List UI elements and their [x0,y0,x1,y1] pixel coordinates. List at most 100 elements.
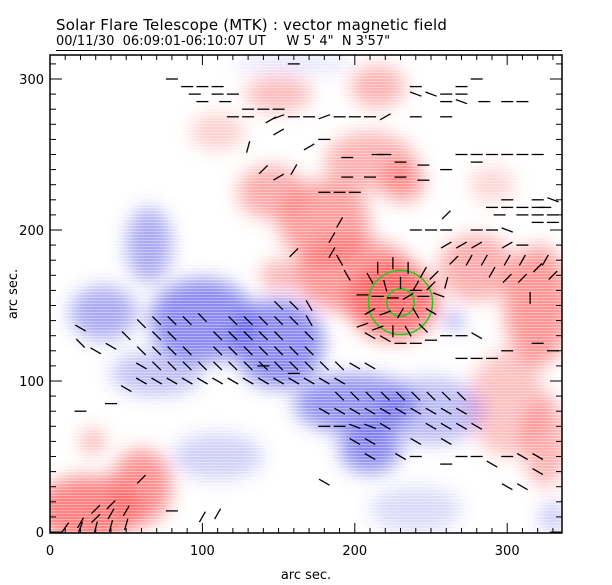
field-vector [471,422,483,430]
field-vector [516,483,528,491]
green-circle-annotation [367,269,434,336]
field-vector [289,300,299,311]
field-vector [503,254,511,266]
field-vector [334,377,346,385]
field-vector [258,164,269,175]
field-vector [455,241,468,249]
field-vector [273,346,284,356]
field-vector [289,315,299,326]
field-vector [440,407,452,415]
field-vector [364,307,376,316]
field-vector [517,273,528,284]
field-vector [455,98,468,105]
field-vector [289,346,299,356]
field-vector [379,335,391,343]
field-vector [350,391,360,401]
field-vector [336,254,344,266]
field-vector [228,361,238,371]
field-vector [181,377,193,385]
field-vector [412,280,420,292]
x-tick-label: 300 [495,544,520,559]
field-vector [258,361,269,371]
field-vector [243,315,253,326]
field-vector [410,407,422,415]
field-vector [303,143,315,151]
field-vector [418,323,429,333]
field-vector [76,517,85,529]
field-vector [380,391,390,401]
field-vector [106,500,116,510]
field-vector [471,241,483,249]
field-vector [334,391,345,401]
field-vector [518,254,526,266]
field-vector [547,197,559,203]
field-vector [167,361,177,371]
field-vector [348,423,361,430]
field-vector [411,391,421,401]
field-vector [379,407,391,415]
field-vector [318,407,330,415]
field-vector [135,377,147,385]
field-vector [228,346,238,356]
field-vector [212,377,224,385]
field-vector [151,315,162,326]
field-vector [136,346,147,356]
field-vector [227,377,239,385]
field-vector [379,310,392,316]
field-vector [319,361,330,371]
field-vector [548,270,558,280]
field-vector [151,361,162,371]
field-vector [364,452,376,461]
field-vector [356,322,369,328]
field-vector [502,273,512,284]
field-vector [273,300,284,311]
field-vector [243,361,253,371]
field-vector [455,422,468,430]
y-tick-label: 300 [19,73,44,88]
field-vector [444,276,449,289]
field-vector [465,254,473,266]
field-vector [432,292,445,298]
field-vector [488,266,496,278]
field-vector [304,346,314,356]
field-vector [305,315,313,327]
field-vector [440,241,452,249]
field-vector [304,331,314,341]
field-vector [532,452,544,461]
field-vector [196,377,208,385]
field-vector [273,315,284,326]
field-vector [258,331,269,341]
field-vector [318,478,330,486]
field-vector [336,216,344,228]
field-vector [91,504,101,515]
field-vector [471,332,483,340]
field-vector [122,505,130,517]
field-vector [425,307,437,316]
field-vector [75,338,86,348]
field-vector [289,361,299,371]
field-vector [334,407,346,415]
field-vector [371,325,384,331]
plot-title: Solar Flare Telescope (MTK) : vector mag… [56,16,448,34]
y-tick-label: 200 [19,224,44,239]
field-vector [343,269,351,281]
field-vector [182,361,192,371]
field-vector [91,513,101,524]
field-vector [305,299,313,312]
y-tick-label: 0 [36,526,44,541]
field-vector [365,391,375,401]
field-vector [212,346,223,356]
field-vector [151,346,162,356]
field-vector [410,437,422,445]
field-vector [123,518,129,531]
y-tick-labels: 0 100 200 300 [19,73,44,541]
scanline-texture [50,55,562,533]
field-vector [366,272,374,284]
field-vector [395,391,406,401]
plot-frame [49,54,563,534]
field-vector [136,318,147,329]
field-vector [412,307,420,319]
field-vector [135,362,147,370]
field-vector [426,281,436,291]
field-vector [419,266,427,278]
